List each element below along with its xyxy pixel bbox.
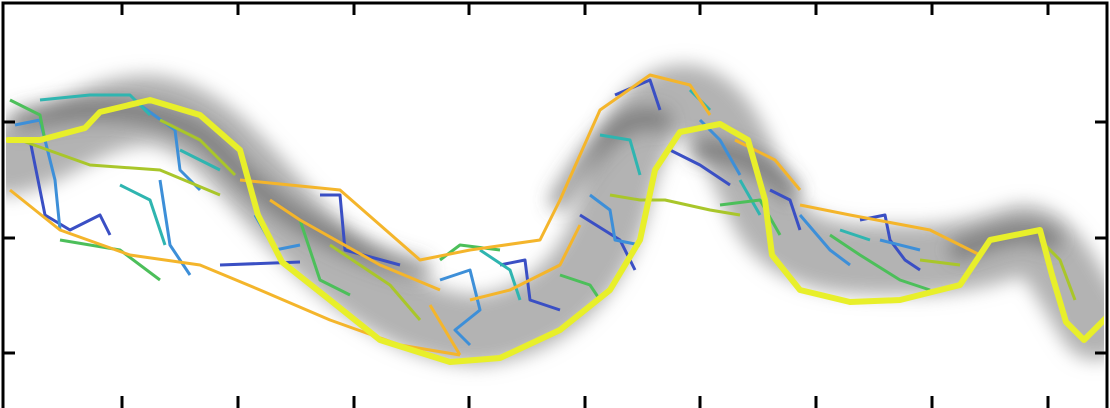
figure	[0, 0, 1110, 408]
page	[0, 0, 1110, 408]
